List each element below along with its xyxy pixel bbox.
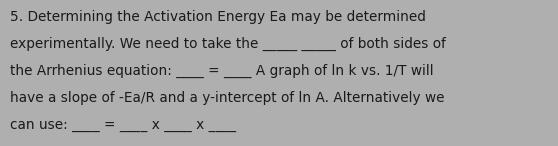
Text: 5. Determining the Activation Energy Ea may be determined: 5. Determining the Activation Energy Ea … [10,10,426,24]
Text: have a slope of -Ea/R and a y-intercept of ln A. Alternatively we: have a slope of -Ea/R and a y-intercept … [10,91,445,105]
Text: experimentally. We need to take the _____ _____ of both sides of: experimentally. We need to take the ____… [10,37,446,51]
Text: can use: ____ = ____ x ____ x ____: can use: ____ = ____ x ____ x ____ [10,118,236,132]
Text: the Arrhenius equation: ____ = ____ A graph of ln k vs. 1/T will: the Arrhenius equation: ____ = ____ A gr… [10,64,434,78]
